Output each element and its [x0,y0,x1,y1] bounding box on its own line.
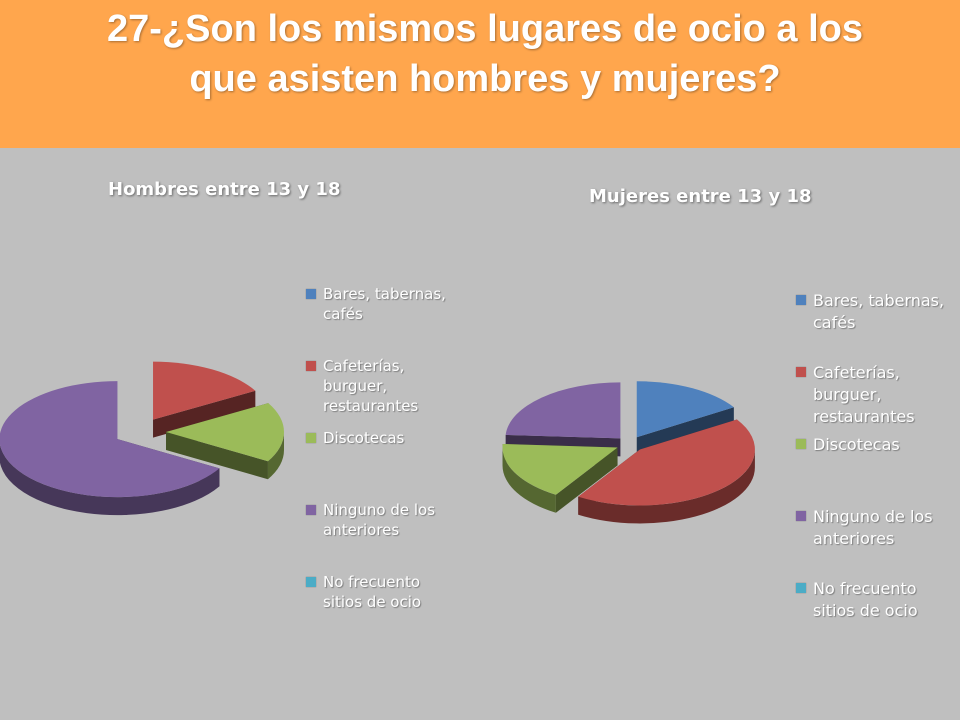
pie-slice-wall-discotecas [165,432,268,480]
chart-title-mujeres: Mujeres entre 13 y 18 [589,186,812,207]
pie-slice-top-discotecas [502,443,618,495]
legend-item-bares: Bares, tabernas, cafés [306,284,453,324]
legend-label-discotecas: Discotecas [323,429,405,447]
legend-item-discotecas: Discotecas [306,428,453,448]
pie-slice-discotecas [165,403,284,480]
pie-slice-cafeterias-burguer-restaurantes [578,419,755,524]
pie-slice-top-ninguno-de-los-anteriores [505,382,621,439]
legend-swatch-ninguno [796,511,806,521]
title-banner: 27-¿Son los mismos lugares de ocio a los… [0,0,960,148]
slide-title: 27-¿Son los mismos lugares de ocio a los… [20,4,950,104]
legend-swatch-ninguno [306,505,316,515]
legend-label-ninguno: Ninguno de los anteriores [323,501,436,539]
legend-swatch-cafeterias [796,367,806,377]
legend-swatch-no-frecuento [796,583,806,593]
legend-label-discotecas: Discotecas [813,435,900,454]
pie-slice-side-discotecas [267,432,284,480]
pie-slice-cafeterias-burguer-restaurantes [153,361,256,438]
legend-item-ninguno: Ninguno de los anteriores [796,506,953,550]
pie-slice-side-discotecas [502,447,556,513]
legend-label-bares: Bares, tabernas, cafés [813,291,945,332]
legend-item-ninguno: Ninguno de los anteriores [306,500,453,540]
pie-slice-ninguno-de-los-anteriores [0,381,220,516]
slide-title-line-1: 27-¿Son los mismos lugares de ocio a los [107,8,863,50]
legend-label-cafeterias: Cafeterías, burguer, restaurantes [323,357,419,415]
legend-item-no-frecuento: No frecuento sitios de ocio [306,572,453,612]
legend-swatch-discotecas [796,439,806,449]
legend-label-cafeterias: Cafeterías, burguer, restaurantes [813,363,915,426]
legend-swatch-bares [306,289,316,299]
legend-swatch-cafeterias [306,361,316,371]
pie-slice-wall-cafeterias-burguer-restaurantes [153,390,256,438]
pie-slice-top-bares-tabernas-cafes [636,381,734,438]
pie-slice-side-cafeterias-burguer-restaurantes [578,449,755,524]
legend-item-no-frecuento: No frecuento sitios de ocio [796,578,953,622]
legend-item-cafeterias: Cafeterías, burguer, restaurantes [796,362,953,428]
legend-item-discotecas: Discotecas [796,434,953,456]
slide-title-line-2: que asisten hombres y mujeres? [189,58,781,100]
pie-slice-top-cafeterias-burguer-restaurantes [153,361,256,420]
legend-swatch-bares [796,295,806,305]
pie-slice-discotecas [502,443,618,513]
legend-label-no-frecuento: No frecuento sitios de ocio [813,579,918,620]
legend-swatch-no-frecuento [306,577,316,587]
pie-slice-top-ninguno-de-los-anteriores [0,381,220,498]
chart-title-hombres: Hombres entre 13 y 18 [108,179,341,200]
legend-label-ninguno: Ninguno de los anteriores [813,507,933,548]
legend-item-cafeterias: Cafeterías, burguer, restaurantes [306,356,453,416]
pie-slice-top-cafeterias-burguer-restaurantes [578,419,755,506]
legend-label-bares: Bares, tabernas, cafés [323,285,446,323]
legend-swatch-discotecas [306,433,316,443]
legend-label-no-frecuento: No frecuento sitios de ocio [323,573,422,611]
pie-slice-side-ninguno-de-los-anteriores [0,444,220,516]
pie-slice-top-discotecas [165,403,284,462]
legend-item-bares: Bares, tabernas, cafés [796,290,953,334]
